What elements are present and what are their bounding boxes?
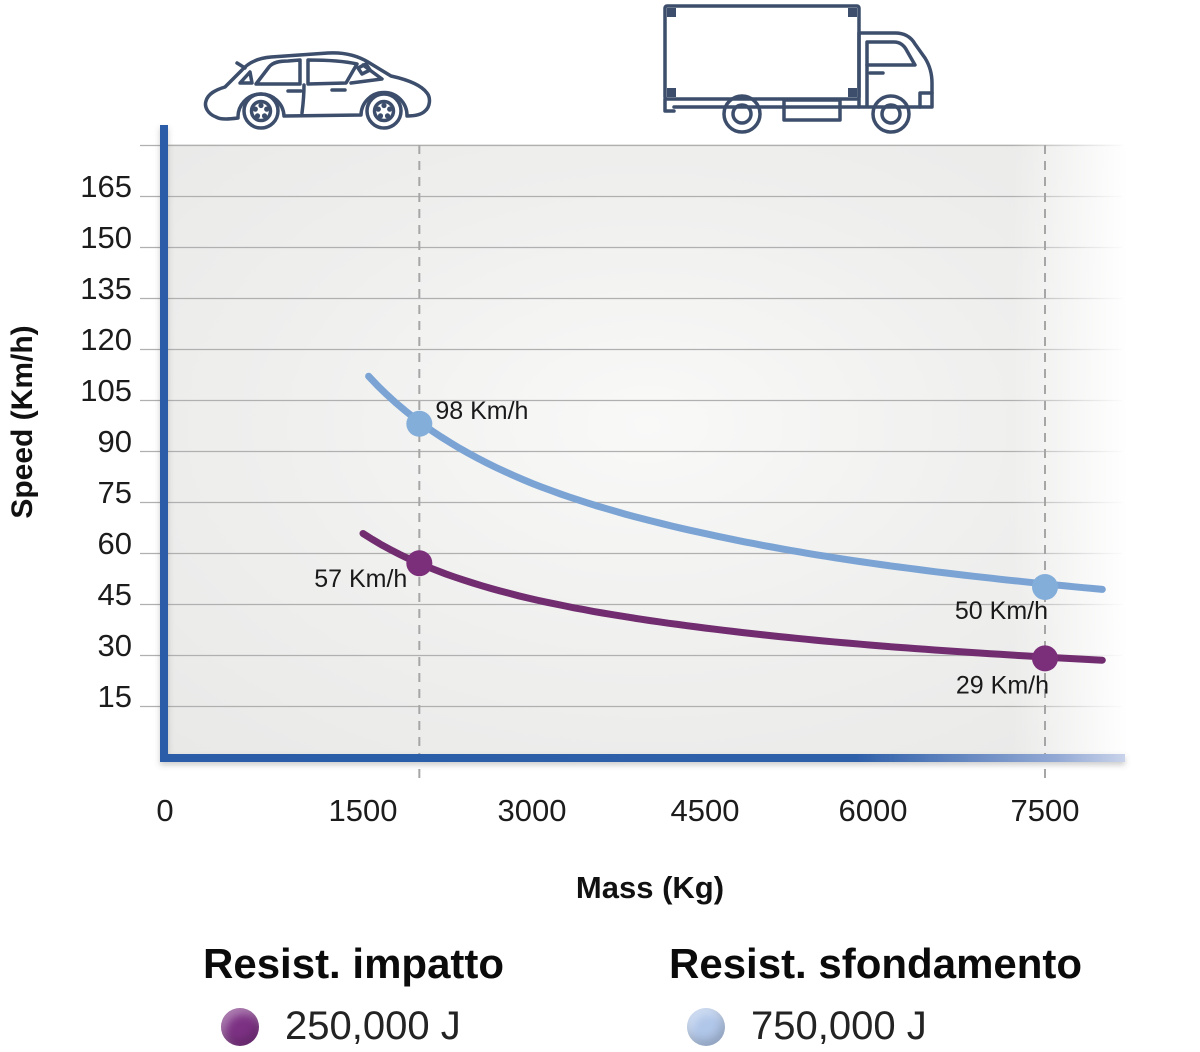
y-tick-label-120: 120 (80, 322, 132, 357)
legend-value-sfondamento: 750,000 J (751, 1004, 927, 1049)
y-tick-label-15: 15 (98, 679, 132, 714)
truck-icon (663, 4, 934, 134)
legend-title-sfondamento: Resist. sfondamento (669, 940, 1083, 987)
curve-sfondamento (365, 372, 1106, 593)
legend-row-impatto: 250,000 J (221, 1004, 504, 1049)
legend-item-sfondamento: Resist. sfondamento 750,000 J (669, 940, 1083, 1049)
y-tick-label-105: 105 (80, 373, 132, 408)
right-fade-layer (1012, 143, 1128, 783)
data-points-layer: 98 Km/h 50 Km/h 57 Km/h 29 Km/h (314, 397, 1058, 699)
y-tick-label-165: 165 (80, 169, 132, 204)
y-tick-label-60: 60 (98, 526, 132, 561)
data-point-sfondamento-7500kg (1032, 574, 1058, 600)
plot-background (168, 144, 1126, 754)
plot-background-layer (168, 144, 1126, 754)
gridlines-layer (140, 144, 1122, 708)
y-tick-label-75: 75 (98, 475, 132, 510)
data-point-impatto-7500kg (1032, 645, 1058, 672)
y-axis-line (160, 125, 168, 762)
y-tick-label-135: 135 (80, 271, 132, 306)
x-axis-title: Mass (Kg) (575, 870, 725, 905)
impatto-dot-icon (221, 1007, 259, 1046)
data-point-sfondamento-2000kg (406, 410, 433, 437)
y-tick-label-90: 90 (98, 424, 132, 459)
legend-row-sfondamento: 750,000 J (687, 1004, 1082, 1049)
reference-lines-layer (418, 145, 1046, 781)
data-point-label-impatto-2000kg: 57 Km/h (314, 565, 407, 593)
data-point-label-sfondamento-7500kg: 50 Km/h (955, 597, 1048, 625)
y-tick-label-45: 45 (98, 577, 132, 612)
legend-value-impatto: 250,000 J (285, 1004, 461, 1049)
data-point-impatto-2000kg (406, 550, 433, 577)
right-fade (1012, 143, 1128, 783)
x-tick-label-6000: 6000 (839, 793, 908, 828)
x-tick-label-4500: 4500 (671, 793, 740, 828)
legend-title-impatto: Resist. impatto (203, 940, 505, 987)
x-tick-label-7500: 7500 (1011, 793, 1080, 828)
y-tick-label-150: 150 (80, 220, 132, 255)
x-axis-line (160, 754, 1125, 762)
legend-item-impatto: Resist. impatto 250,000 J (203, 940, 505, 1049)
data-point-label-sfondamento-2000kg: 98 Km/h (435, 397, 528, 425)
car-icon (203, 51, 432, 130)
x-tick-label-3000: 3000 (498, 793, 567, 828)
y-axis-title: Speed (Km/h) (6, 325, 39, 519)
x-tick-label-1500: 1500 (329, 793, 398, 828)
tick-labels-layer: 15 30 45 60 75 90 105 120 135 150 165 0 1500 3000 4500… (80, 169, 1079, 828)
y-tick-label-30: 30 (98, 628, 132, 663)
curve-impatto (359, 530, 1106, 664)
sfondamento-dot-icon (687, 1007, 725, 1046)
x-tick-label-0: 0 (156, 793, 173, 828)
axes-layer (160, 125, 1125, 762)
curves-layer (359, 372, 1106, 664)
data-point-label-impatto-7500kg: 29 Km/h (956, 671, 1049, 699)
